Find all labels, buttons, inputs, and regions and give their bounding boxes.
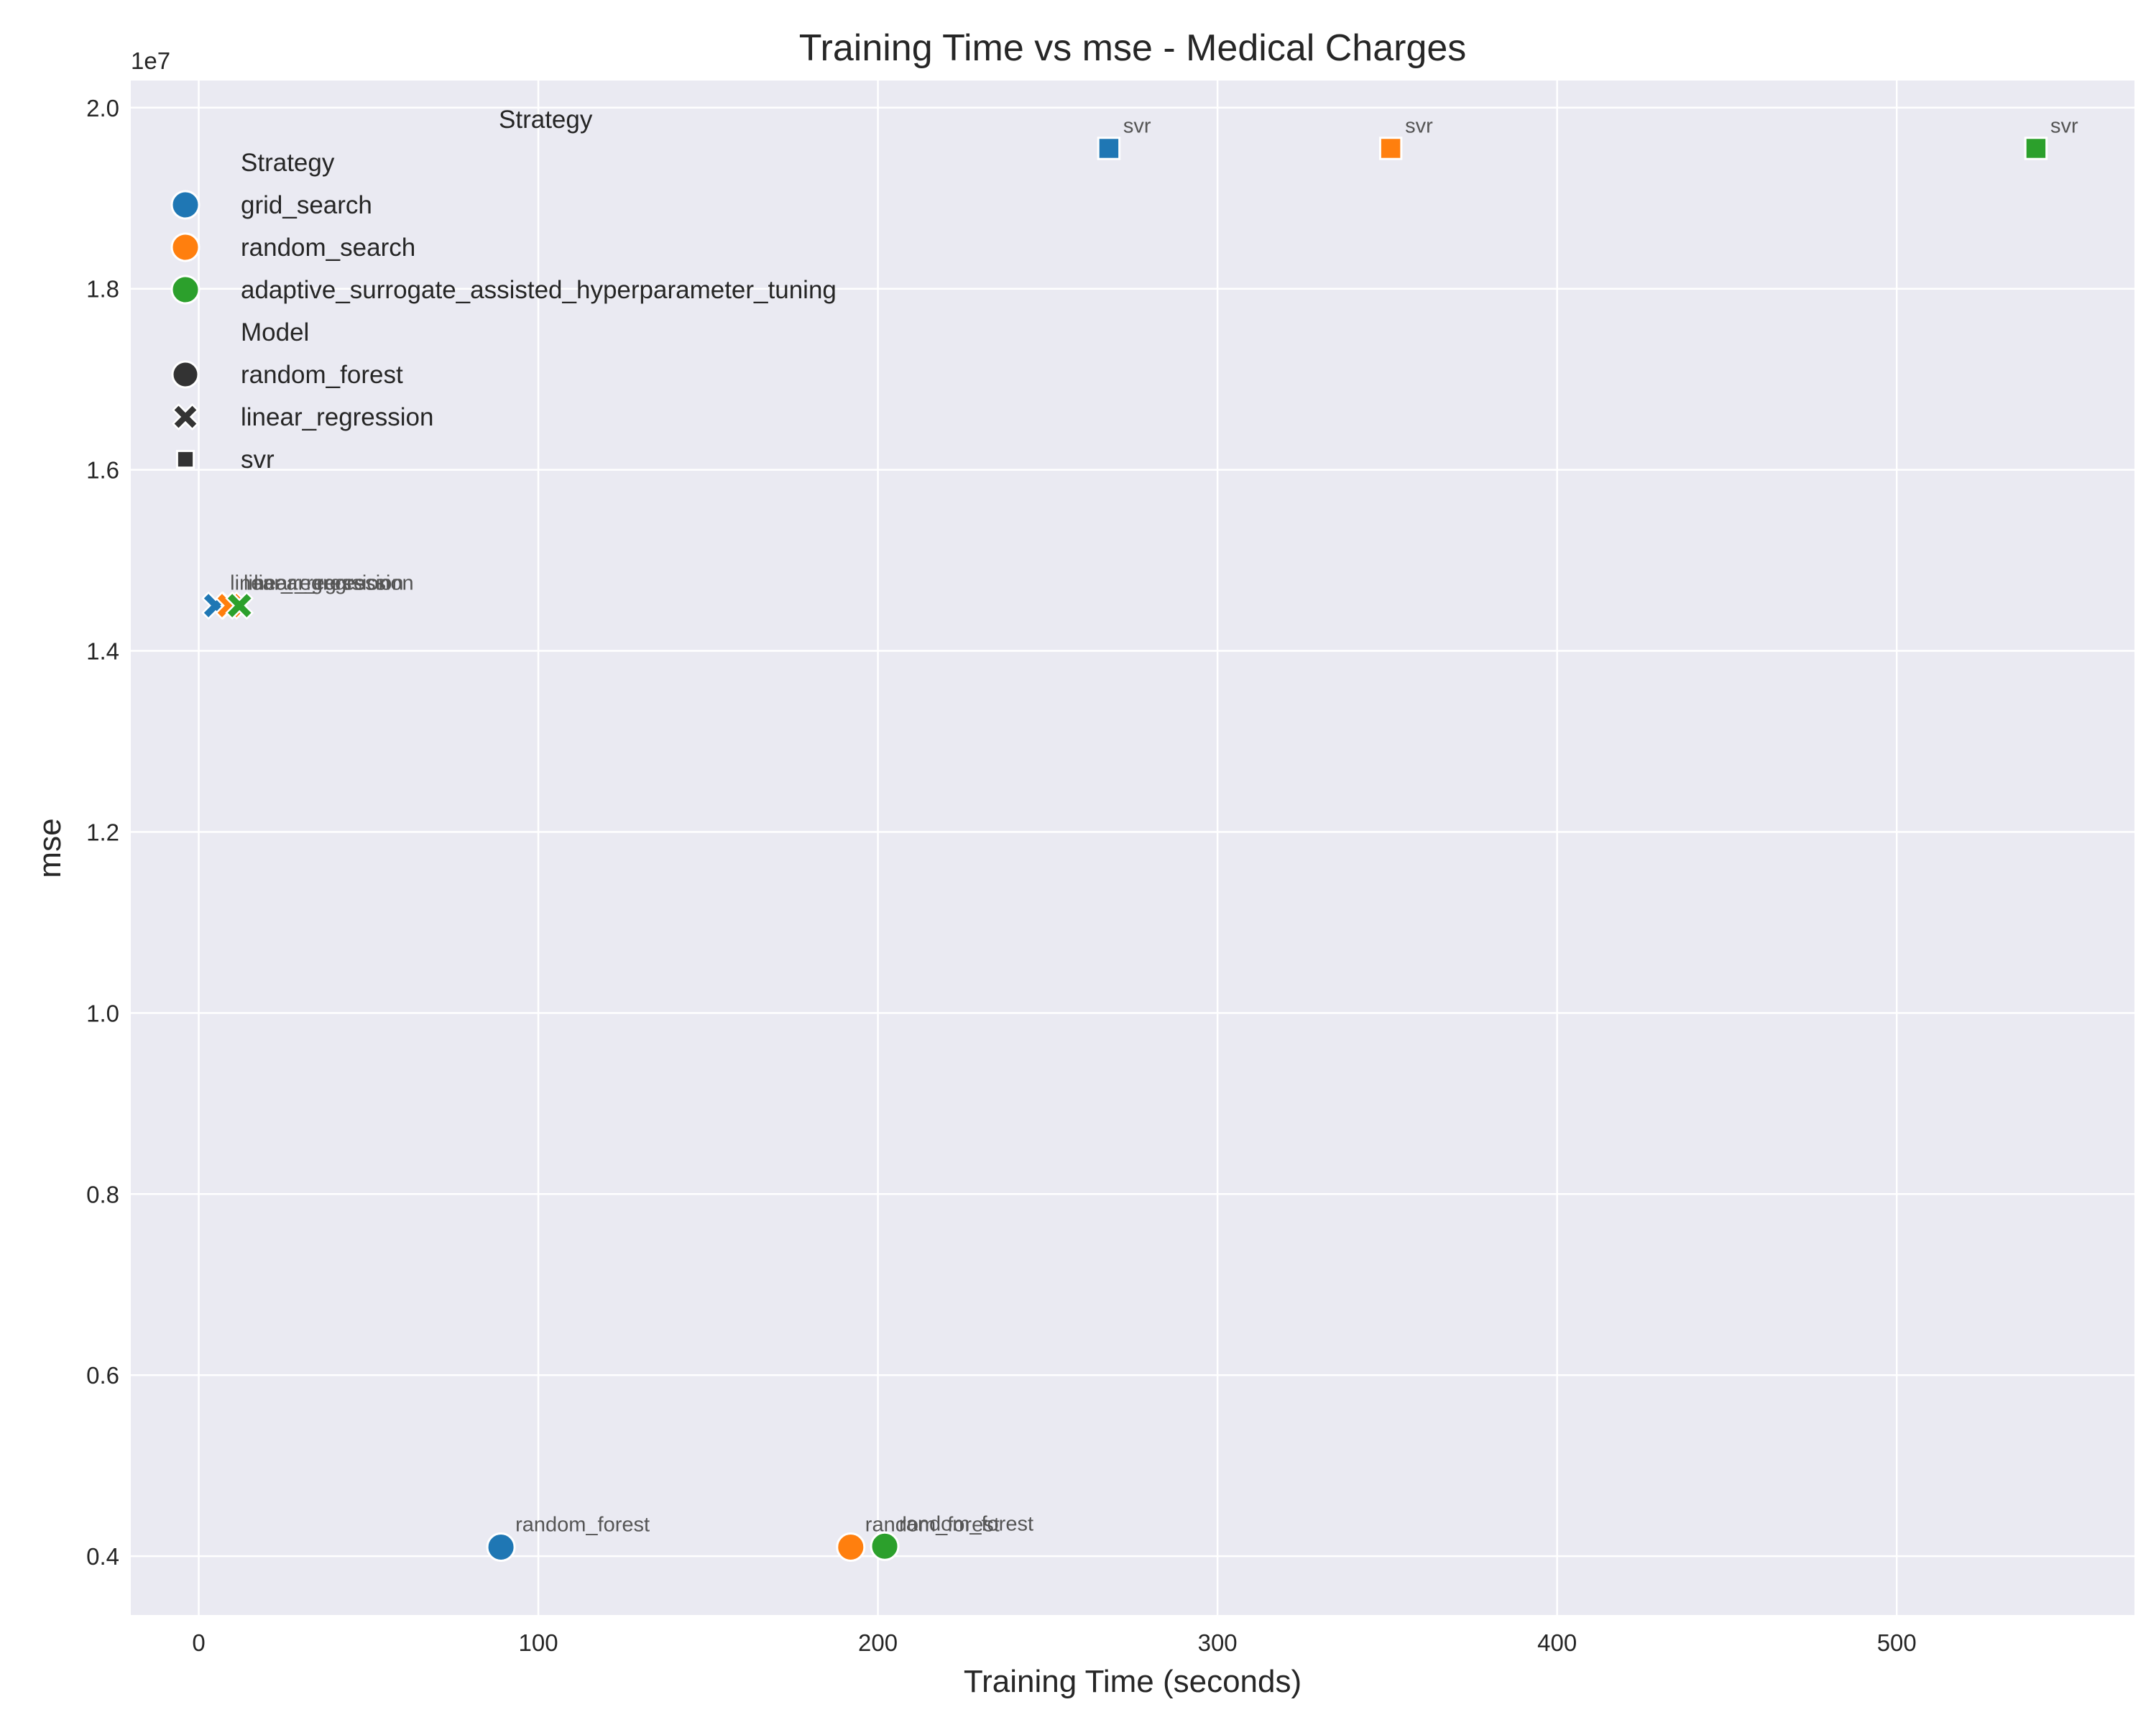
data-point-random_forest — [836, 1532, 866, 1563]
y-tick-label: 1.0 — [86, 1000, 119, 1026]
y-tick-label: 1.6 — [86, 457, 119, 484]
y-tick-label: 1.2 — [86, 819, 119, 845]
legend-item-svr: svr — [241, 446, 275, 474]
legend-item-grid_search: grid_search — [241, 191, 372, 219]
chart-title: Training Time vs mse - Medical Charges — [799, 27, 1467, 69]
point-label: svr — [1123, 114, 1151, 137]
legend-marker-random_forest — [171, 360, 200, 389]
data-points — [201, 137, 2048, 1563]
legend-item-adaptive_surrogate_assisted_hyperparameter_tuning: adaptive_surrogate_assisted_hyperparamet… — [241, 276, 837, 304]
x-tick-label: 0 — [192, 1629, 205, 1656]
point-label: random_forest — [899, 1512, 1033, 1535]
x-tick-label: 500 — [1877, 1629, 1917, 1656]
point-label: random_forest — [515, 1514, 650, 1537]
x-tick-label: 400 — [1537, 1629, 1577, 1656]
y-tick-label: 0.6 — [86, 1362, 119, 1389]
legend-marker-random_search — [170, 232, 201, 262]
legend-marker-linear_regression — [172, 403, 199, 431]
legend-marker-svr — [175, 449, 195, 469]
x-tick-label: 100 — [519, 1629, 558, 1656]
legend: Strategy grid_search random_search adaptive… — [170, 149, 837, 474]
point-labels: random_forest random_forestrandom_forestl… — [230, 114, 2078, 1536]
legend-title-model: Model — [241, 318, 309, 346]
x-tick-label: 300 — [1198, 1629, 1238, 1656]
legend-floating-title: Strategy — [499, 106, 593, 134]
y-offset-text: 1e7 — [131, 47, 170, 74]
legend-marker-adaptive_surrogate_assisted_hyperparameter_tuning — [170, 275, 201, 305]
legend-item-linear_regression: linear_regression — [241, 403, 433, 431]
point-label: svr — [1405, 114, 1433, 137]
data-point-svr — [1378, 137, 1403, 160]
point-label: linear_regression — [230, 572, 390, 595]
plot-area — [131, 80, 2134, 1615]
y-tick-label: 1.4 — [86, 638, 119, 665]
data-point-random_forest — [870, 1531, 900, 1561]
data-point-linear_regression — [225, 591, 254, 620]
x-tick-labels: 0 100 200 300 400 500 — [192, 1629, 1916, 1656]
x-axis-label: Training Time (seconds) — [964, 1664, 1302, 1699]
x-tick-label: 200 — [858, 1629, 898, 1656]
y-tick-labels: 0.4 0.6 0.8 1.0 1.2 1.4 1.6 1.8 2.0 — [86, 95, 119, 1570]
y-tick-label: 2.0 — [86, 95, 119, 121]
point-label: svr — [2050, 114, 2078, 137]
point-label: linear_regression — [244, 572, 403, 595]
legend-item-random_forest: random_forest — [241, 361, 403, 389]
legend-title-strategy: Strategy — [241, 149, 335, 177]
grid — [131, 80, 2134, 1615]
y-tick-label: 1.8 — [86, 276, 119, 303]
point-label: random_forest — [865, 1514, 1000, 1537]
legend-marker-grid_search — [170, 190, 201, 220]
y-tick-label: 0.4 — [86, 1543, 119, 1570]
data-point-random_forest — [486, 1532, 516, 1563]
y-axis-label: mse — [32, 818, 68, 878]
point-label: linear_regression — [254, 572, 413, 595]
legend-item-random_search: random_search — [241, 234, 415, 262]
data-point-svr — [1097, 137, 1121, 160]
y-tick-label: 0.8 — [86, 1181, 119, 1208]
data-point-svr — [2024, 137, 2048, 160]
